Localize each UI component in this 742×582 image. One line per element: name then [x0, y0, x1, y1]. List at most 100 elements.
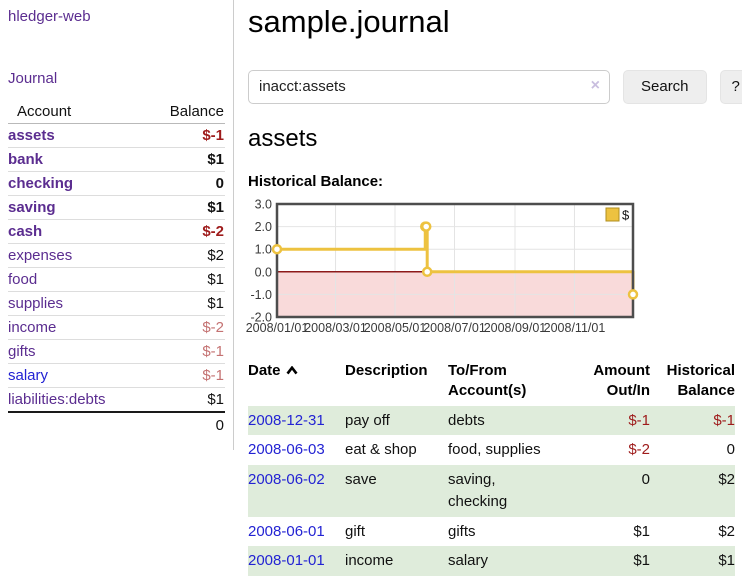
account-row: assets $-1	[8, 124, 225, 148]
account-cell: income	[8, 316, 147, 340]
x-tick-label: 2008/05/01	[364, 321, 427, 335]
search-box: ×	[248, 69, 610, 104]
transaction-date-link[interactable]: 2008-06-01	[248, 522, 325, 540]
plot-border	[275, 202, 635, 319]
transaction-amount: $1	[633, 522, 650, 540]
chart-heading: Historical Balance:	[248, 173, 384, 191]
register-table: Date Description To/From Account(s) Amou…	[248, 357, 735, 577]
x-tick-label: 2008/03/01	[304, 321, 367, 335]
account-link-expenses[interactable]: expenses	[8, 247, 73, 264]
account-link-gifts[interactable]: gifts	[8, 343, 36, 360]
search-button[interactable]: Search	[623, 69, 707, 104]
x-tick-label: 2008/09/01	[484, 321, 547, 335]
account-link-checking[interactable]: checking	[8, 175, 74, 192]
data-point-marker	[420, 221, 432, 233]
account-row: income $-2	[8, 316, 225, 340]
transaction-description: income	[345, 552, 394, 570]
account-balance: $1	[207, 391, 224, 408]
brand-link[interactable]: hledger-web	[8, 8, 91, 25]
accounts-header-account: Account	[17, 103, 72, 120]
sidebar: hledger-web Journal Account Balance asse…	[0, 0, 233, 582]
legend-swatch	[605, 207, 620, 222]
account-cell: checking	[8, 172, 147, 196]
register-row: 2008-06-02 save saving, checking 0 $2	[248, 465, 735, 517]
transaction-balance: $2	[718, 471, 735, 489]
account-row: salary $-1	[8, 364, 225, 388]
main-content: sample.journal × Search ? assets Histori…	[246, 0, 742, 577]
register-tbody: 2008-12-31 pay off debts $-1 $-1 2008-06-03 ea…	[248, 405, 735, 577]
account-cell: saving	[8, 196, 147, 220]
page-title: sample.journal	[248, 4, 450, 39]
account-balance: $1	[207, 295, 224, 312]
account-row: bank $1	[8, 148, 225, 172]
account-cell: bank	[8, 148, 147, 172]
account-row: liabilities:debts $1	[8, 388, 225, 412]
transaction-date-link[interactable]: 2008-12-31	[248, 411, 325, 429]
search-input[interactable]	[248, 69, 610, 104]
account-row: expenses $2	[8, 244, 225, 268]
accounts-header-row: Account Balance	[8, 100, 225, 124]
register-header-accounts: To/From Account(s)	[448, 362, 527, 400]
accounts-header-balance: Balance	[169, 103, 224, 120]
transaction-balance: $-1	[713, 411, 735, 429]
transaction-balance: $2	[718, 522, 735, 540]
transaction-date-link[interactable]: 2008-06-03	[248, 441, 325, 459]
account-link-saving[interactable]: saving	[8, 199, 56, 216]
transaction-balance: 0	[726, 441, 735, 459]
account-cell: assets	[8, 124, 147, 148]
account-link-supplies[interactable]: supplies	[8, 295, 64, 312]
transaction-amount: 0	[641, 471, 650, 489]
account-balance: $1	[207, 271, 224, 288]
account-cell: expenses	[8, 244, 147, 268]
transaction-date-link[interactable]: 2008-01-01	[248, 552, 325, 570]
account-balance: $-2	[202, 223, 224, 240]
sort-asc-icon	[285, 365, 298, 375]
transaction-date-cell: 2008-06-03	[248, 435, 345, 465]
account-cell: cash	[8, 220, 147, 244]
transaction-accounts: debts	[448, 411, 485, 429]
register-row: 2008-12-31 pay off debts $-1 $-1	[248, 405, 735, 436]
accounts-tbody: assets $-1 bank $1 checking 0 saving $1 cash $-2 e…	[8, 124, 225, 412]
register-header-date-label: Date	[248, 362, 281, 380]
register-header-date[interactable]: Date	[248, 357, 345, 406]
transaction-balance: $1	[718, 552, 735, 570]
account-link-liabilities:debts[interactable]: liabilities:debts	[8, 391, 106, 408]
data-point-marker	[627, 289, 639, 300]
transaction-date-cell: 2008-06-01	[248, 517, 345, 547]
y-tick-label: 3.0	[255, 198, 272, 212]
account-cell: gifts	[8, 340, 147, 364]
account-balance: $2	[207, 247, 224, 264]
account-row: checking 0	[8, 172, 225, 196]
account-balance: $-1	[202, 127, 224, 144]
transaction-amount: $-2	[628, 441, 650, 459]
account-link-salary[interactable]: salary	[8, 367, 49, 384]
y-tick-label: 0.0	[255, 266, 272, 280]
account-link-bank[interactable]: bank	[8, 151, 44, 168]
transaction-amount: $1	[633, 552, 650, 570]
search-form: × Search ?	[248, 69, 742, 104]
transaction-description: pay off	[345, 411, 390, 429]
register-row: 2008-06-03 eat & shop food, supplies $-2 0	[248, 435, 735, 465]
y-tick-label: 2.0	[255, 220, 272, 234]
account-link-cash[interactable]: cash	[8, 223, 43, 240]
account-cell: salary	[8, 364, 147, 388]
data-point-marker	[421, 266, 433, 278]
account-balance: $1	[207, 151, 224, 168]
help-button[interactable]: ?	[719, 69, 742, 104]
register-row: 2008-01-01 income salary $1 $1	[248, 546, 735, 577]
account-link-income[interactable]: income	[8, 319, 57, 336]
account-link-assets[interactable]: assets	[8, 127, 55, 144]
account-row: food $1	[8, 268, 225, 292]
accounts-total-spacer	[8, 412, 147, 438]
transaction-date-link[interactable]: 2008-06-02	[248, 471, 325, 489]
account-link-food[interactable]: food	[8, 271, 38, 288]
transaction-description: gift	[345, 522, 366, 540]
account-balance: $-2	[202, 319, 224, 336]
account-title: assets	[248, 124, 318, 152]
account-row: gifts $-1	[8, 340, 225, 364]
sidebar-item-journal[interactable]: Journal	[8, 70, 58, 87]
clear-search-icon[interactable]: ×	[590, 76, 600, 94]
transaction-date-cell: 2008-01-01	[248, 546, 345, 576]
x-tick-label: 2008/01/01	[246, 321, 309, 335]
y-tick-label: -2.0	[250, 311, 272, 325]
